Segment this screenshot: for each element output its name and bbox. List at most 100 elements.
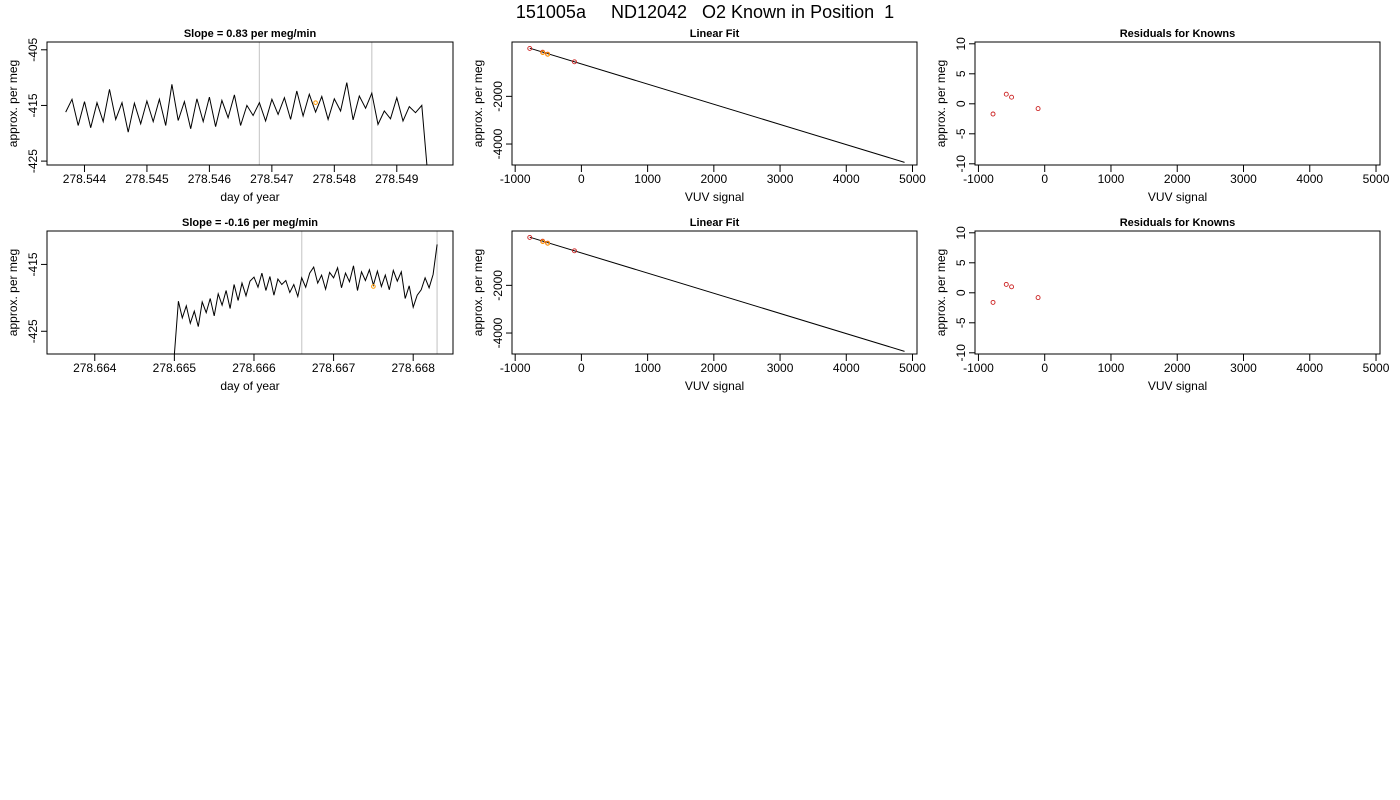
highlight-point [371,284,376,289]
chart-title: Slope = 0.83 per meg/min [184,28,317,40]
x-tick-label: 278.666 [232,361,276,375]
x-tick-label: 4000 [833,361,860,375]
highlight-point [540,239,546,245]
x-tick-label: 3000 [1230,172,1257,186]
plot-area [527,45,905,163]
data-point [1035,295,1041,301]
x-tick-label: 2000 [700,172,727,186]
x-tick-label: 5000 [1363,172,1390,186]
x-axis-label: VUV signal [685,190,744,204]
data-point [1003,91,1009,97]
x-tick-label: -1000 [500,361,531,375]
page-title: 151005a ND12042 O2 Known in Position 1 [515,2,895,22]
x-tick-label: 278.548 [313,172,357,186]
x-tick-label: -1000 [500,172,531,186]
y-axis-label: approx. per meg [934,60,948,147]
y-tick-label: 5 [954,70,968,77]
y-tick-label: -10 [954,344,968,362]
data-point [571,59,577,65]
y-tick-label: -5 [954,317,968,328]
panel-timeseries-2: 278.664 278.665 278.666 278.667 278.668 -425 -… [6,217,454,393]
y-tick-label: -415 [26,252,40,276]
y-tick-label: 0 [954,100,968,107]
x-tick-label: 278.545 [125,172,169,186]
x-tick-label: 2000 [700,361,727,375]
y-tick-label: -10 [954,155,968,173]
data-point [1003,281,1009,287]
y-tick-label: -2000 [491,270,505,301]
y-tick-label: -405 [26,37,40,61]
x-axis-label: VUV signal [685,379,744,393]
x-axis-label: day of year [220,379,279,393]
data-point [571,248,577,254]
plot-area [65,82,428,165]
chart-title: Linear Fit [690,217,740,229]
panel-residuals-2: -1000 0 1000 2000 3000 4000 5000 -10 -5 0 5 10 Resid… [934,217,1390,393]
y-tick-label: 10 [954,226,968,240]
panel-residuals-1: -1000 0 1000 2000 3000 4000 5000 -10 -5 0 5 10 Resid… [934,28,1390,204]
fit-line [529,236,905,352]
x-axis-label: day of year [220,190,279,204]
data-point [527,45,533,51]
chart-title: Residuals for Knowns [1120,217,1236,229]
data-point [1035,106,1041,112]
x-axis-label: VUV signal [1148,190,1207,204]
plot-area [990,91,1041,117]
panel-linear-fit-1: -1000 0 1000 2000 3000 4000 5000 -4000 -2000 Line… [471,28,926,204]
plot-frame [511,230,918,355]
x-axis-label: VUV signal [1148,379,1207,393]
x-tick-label: 2000 [1164,172,1191,186]
panel-timeseries-1: 278.544 278.545 278.546 278.547 278.548 278.5… [6,28,454,204]
data-point [1009,284,1015,290]
x-tick-label: 5000 [899,361,926,375]
x-tick-label: 278.544 [63,172,107,186]
plot-frame [974,41,1381,166]
chart-title: Slope = -0.16 per meg/min [182,217,318,229]
x-tick-label: 2000 [1164,361,1191,375]
x-tick-label: -1000 [963,361,994,375]
plot-frame [511,41,918,166]
chart-title: Linear Fit [690,28,740,40]
x-tick-label: 4000 [833,172,860,186]
data-point [990,299,996,305]
x-tick-label: 278.668 [392,361,436,375]
y-tick-label: -5 [954,128,968,139]
series-line [65,82,428,165]
x-tick-label: 0 [1041,361,1048,375]
y-tick-label: -4000 [491,128,505,159]
x-tick-label: -1000 [963,172,994,186]
x-tick-label: 5000 [899,172,926,186]
x-tick-label: 1000 [634,361,661,375]
x-tick-label: 278.549 [375,172,419,186]
x-tick-label: 5000 [1363,361,1390,375]
highlight-point [540,50,546,56]
plot-frame [46,230,454,355]
y-tick-label: 10 [954,37,968,51]
x-tick-label: 1000 [1098,361,1125,375]
y-tick-label: -415 [26,93,40,117]
x-tick-label: 1000 [1098,172,1125,186]
y-tick-label: 5 [954,259,968,266]
series-line [173,244,438,354]
y-axis-label: approx. per meg [6,60,20,147]
x-tick-label: 0 [578,172,585,186]
y-tick-label: -425 [26,149,40,173]
x-tick-label: 278.667 [312,361,356,375]
highlight-point [545,52,551,57]
y-tick-label: -4000 [491,317,505,348]
x-tick-label: 278.546 [188,172,232,186]
x-tick-label: 278.547 [250,172,294,186]
x-tick-label: 0 [1041,172,1048,186]
y-tick-label: 0 [954,289,968,296]
data-point [1009,94,1015,100]
x-tick-label: 4000 [1296,172,1323,186]
plot-area [527,234,905,352]
panel-linear-fit-2: -1000 0 1000 2000 3000 4000 5000 -4000 -2000 Line… [471,217,926,393]
x-tick-label: 3000 [767,361,794,375]
x-tick-label: 4000 [1296,361,1323,375]
y-axis-label: approx. per meg [471,60,485,147]
fit-line [529,47,905,163]
x-tick-label: 278.664 [73,361,117,375]
y-axis-label: approx. per meg [471,249,485,336]
